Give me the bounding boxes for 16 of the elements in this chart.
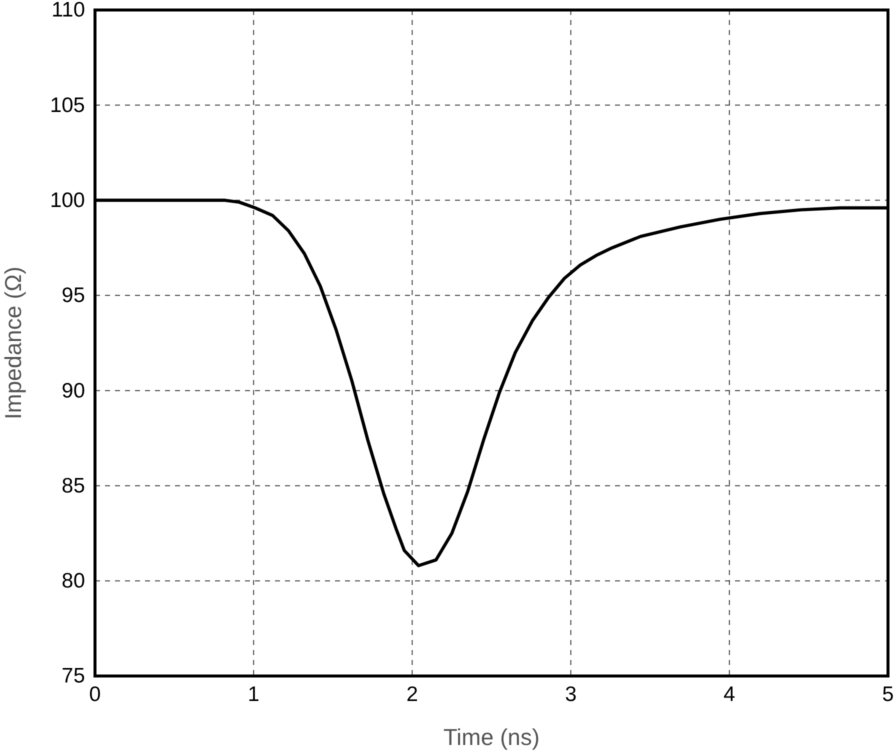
x-tick-label: 4 (724, 682, 736, 706)
x-tick-label: 1 (248, 682, 260, 706)
y-tick-label: 85 (62, 474, 85, 498)
y-tick-label: 110 (52, 0, 85, 22)
y-tick-label: 75 (62, 664, 85, 688)
x-axis-title: Time (ns) (443, 724, 540, 750)
y-tick-label: 80 (62, 570, 85, 593)
y-axis-title: Impedance (Ω) (0, 266, 26, 420)
x-tick-label: 0 (89, 682, 101, 706)
y-tick-label: 100 (50, 189, 85, 212)
y-tick-label: 105 (50, 94, 85, 117)
y-tick-label: 90 (62, 379, 85, 402)
x-tick-label: 2 (406, 682, 418, 706)
y-tick-label: 95 (62, 284, 85, 308)
x-tick-label: 3 (564, 682, 577, 706)
x-tick-label: 5 (882, 682, 894, 706)
